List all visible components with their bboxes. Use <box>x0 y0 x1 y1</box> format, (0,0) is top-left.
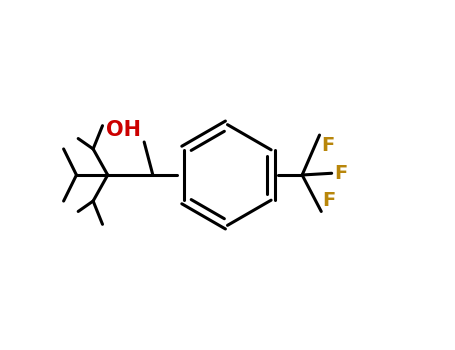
Text: OH: OH <box>106 120 142 140</box>
Text: F: F <box>334 164 347 183</box>
Text: F: F <box>321 136 334 155</box>
Text: F: F <box>323 191 336 210</box>
